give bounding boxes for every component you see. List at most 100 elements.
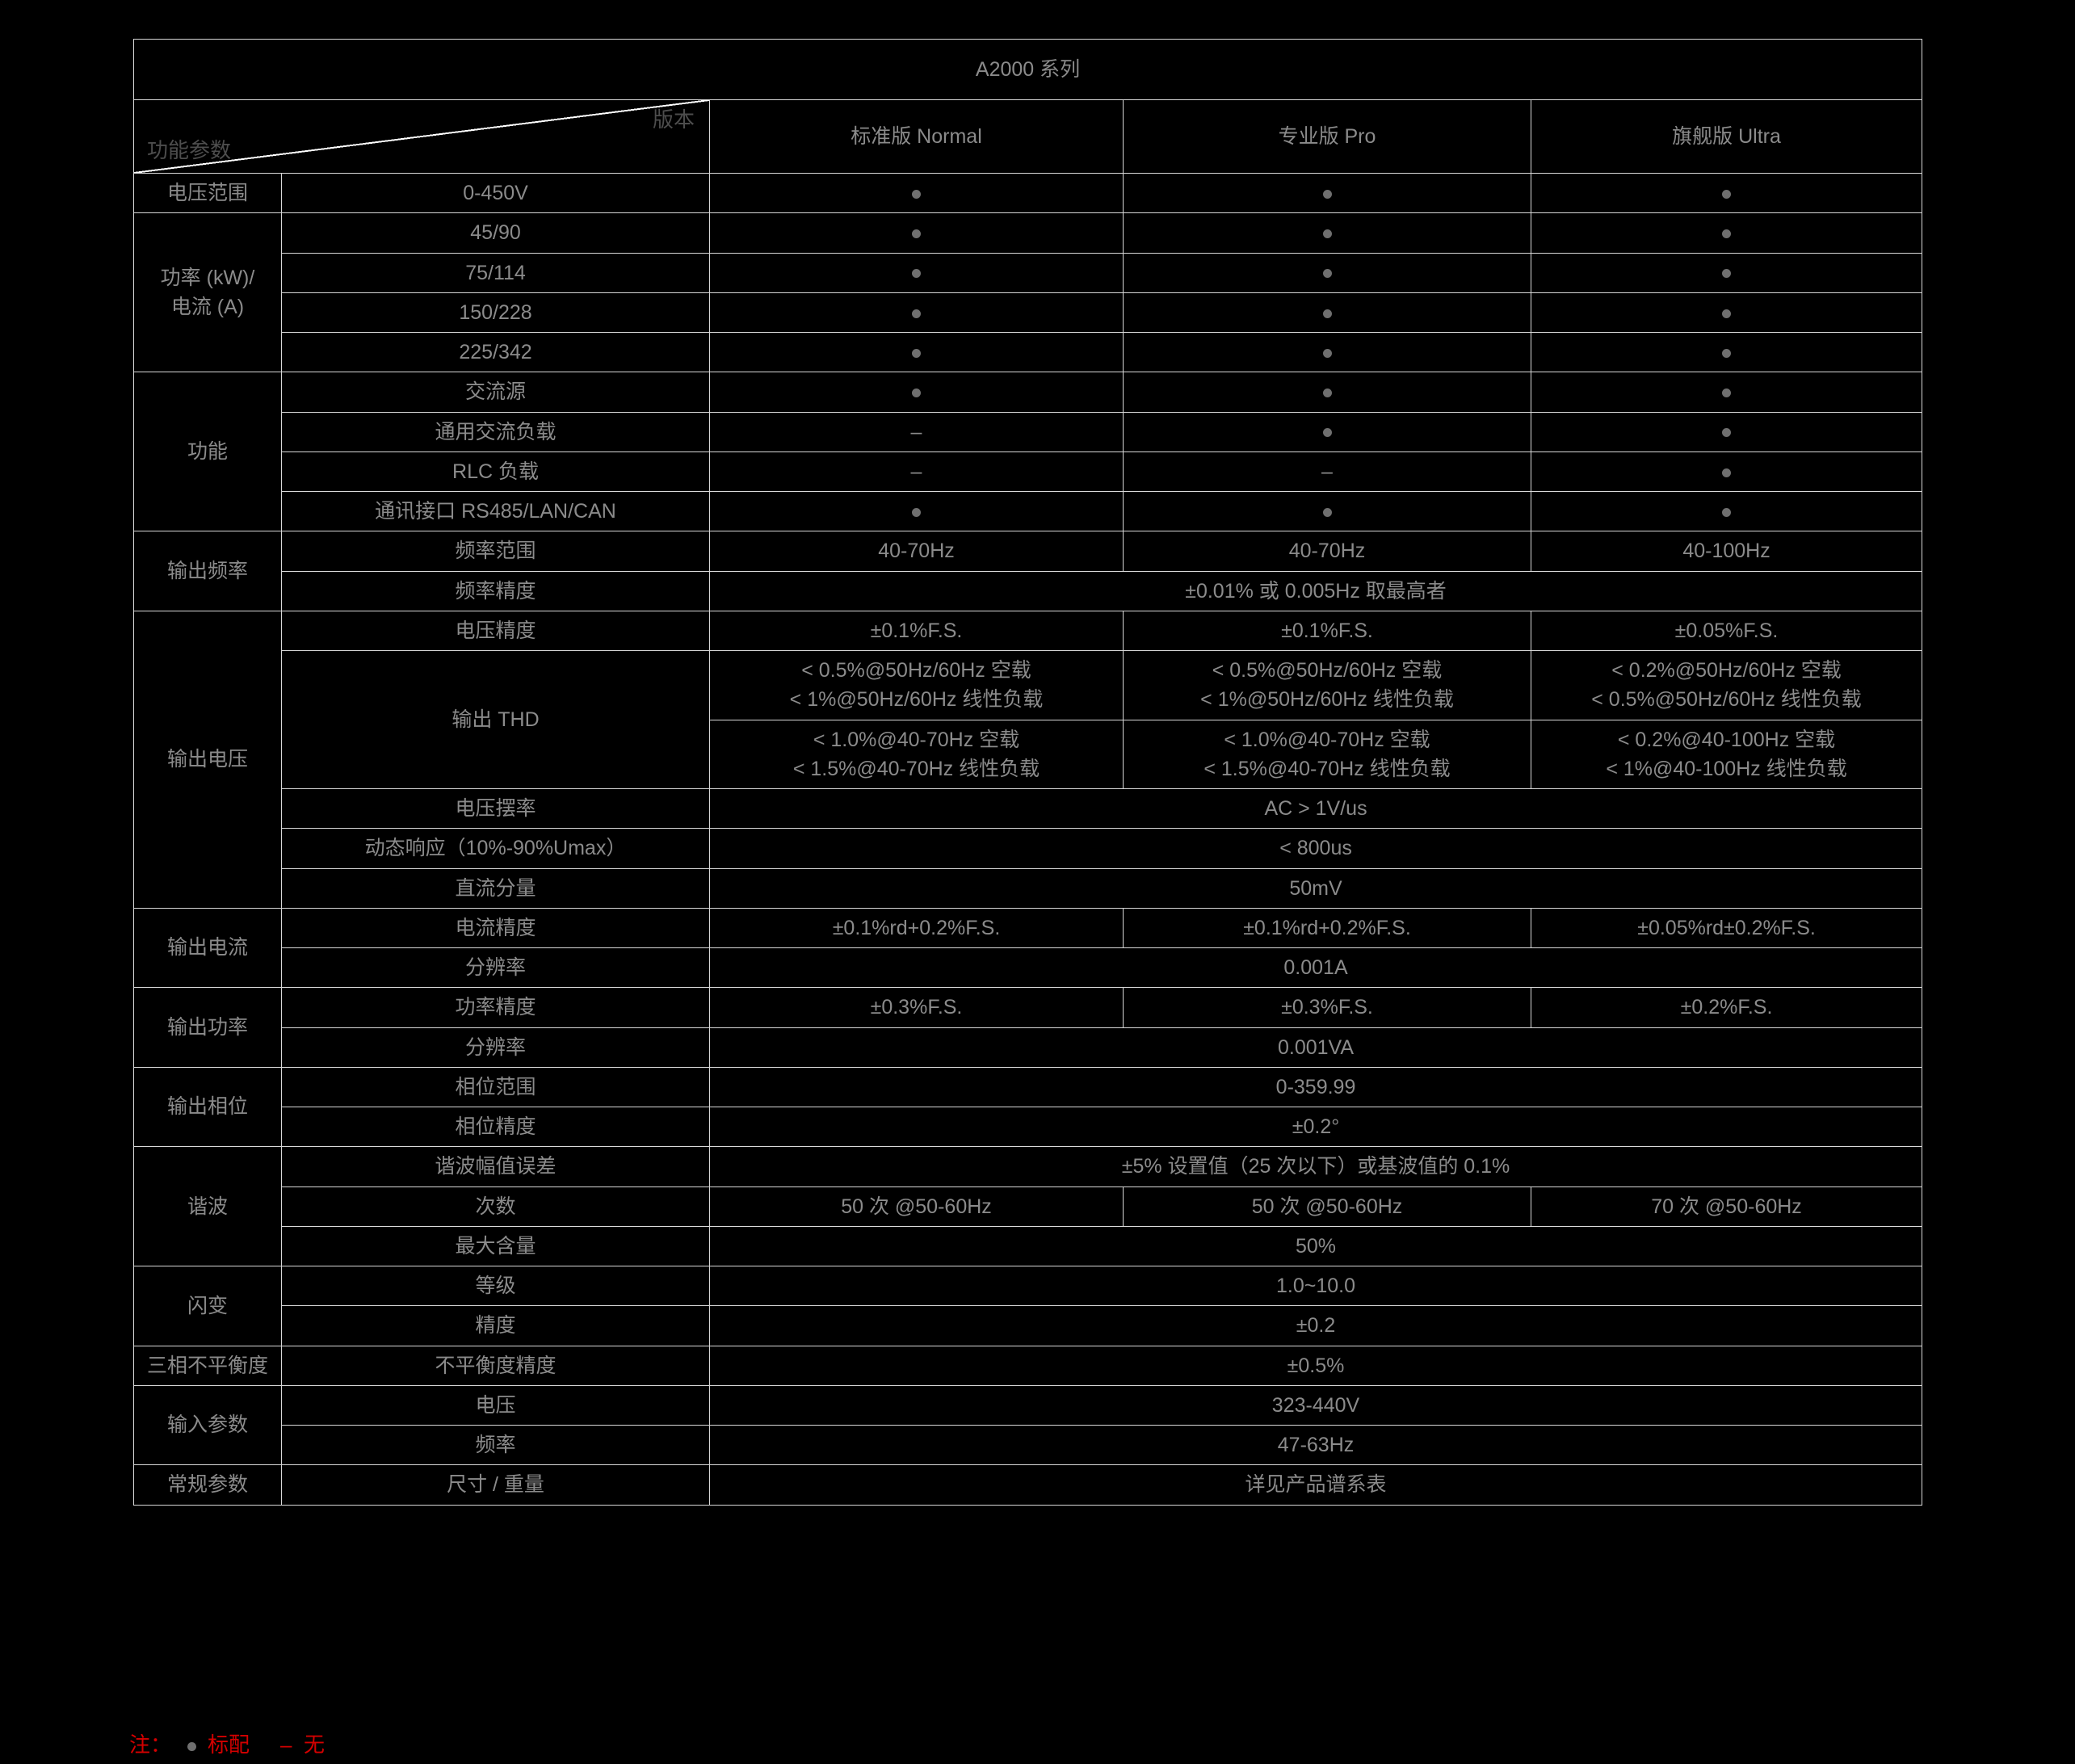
cell-pro: ±0.1%F.S. [1123, 610, 1531, 652]
cell-ultra [1530, 331, 1923, 373]
item-label: 分辨率 [281, 947, 710, 989]
table-row: 最大含量 50% [134, 1225, 1923, 1267]
thd-line-2: < 1%@50Hz/60Hz 线性负载 [789, 688, 1044, 712]
thd-line-2: < 0.5%@50Hz/60Hz 线性负载 [1591, 688, 1862, 712]
table-row: 功率 (kW)/ 电流 (A) 45/90 [133, 212, 1923, 373]
item-label-output-thd: 输出 THD [281, 650, 710, 789]
table-row: 通用交流负载 – [134, 411, 1923, 452]
item-label: 次数 [281, 1186, 710, 1227]
cell-pro [1123, 490, 1531, 532]
item-label: 相位精度 [281, 1106, 710, 1148]
cell-pro [1123, 411, 1531, 452]
table-row: < 1.0%@40-70Hz 空载 < 1.5%@40-70Hz 线性负载 < … [134, 719, 1923, 789]
item-label: 通讯接口 RS485/LAN/CAN [281, 490, 710, 532]
group-label-output-voltage: 输出电压 [133, 610, 282, 909]
item-label: 频率精度 [281, 570, 710, 611]
table-row: 分辨率 0.001VA [134, 1027, 1923, 1068]
group-label-line1: 功率 (kW)/ [160, 267, 255, 289]
thd-line-1: < 0.2%@50Hz/60Hz 空载 [1611, 659, 1842, 682]
cell-normal: ±0.3%F.S. [709, 987, 1124, 1028]
cell-pro: 50 次 @50-60Hz [1123, 1186, 1531, 1227]
item-label: 75/114 [281, 252, 710, 293]
group-label-function: 功能 [133, 372, 282, 532]
standard-dot-icon [187, 1741, 197, 1751]
item-label: 150/228 [281, 292, 710, 334]
table-row: 常规参数 尺寸 / 重量 详见产品谱系表 [133, 1464, 1923, 1506]
table-row: 电压范围 0-450V [133, 172, 1923, 214]
cell-ultra [1530, 212, 1923, 254]
cell-all-versions: 0.001A [708, 947, 1923, 989]
table-row: 通讯接口 RS485/LAN/CAN [134, 490, 1923, 532]
legend-footnote: 注： 标配 – 无 [129, 1728, 325, 1758]
table-row: 功能 交流源 [133, 372, 1923, 532]
cell-normal [709, 292, 1124, 334]
cell-pro: 40-70Hz [1123, 531, 1531, 572]
thd-line-1: < 0.2%@40-100Hz 空载 [1617, 728, 1836, 751]
cell-normal: ±0.1%rd+0.2%F.S. [709, 907, 1124, 949]
standard-dot-icon [912, 507, 921, 517]
group-label-voltage-range: 电压范围 [133, 172, 282, 214]
table-row: 三相不平衡度 不平衡度精度 ±0.5% [133, 1345, 1923, 1386]
cell-normal: 50 次 @50-60Hz [709, 1186, 1124, 1227]
cell-ultra [1530, 372, 1923, 413]
table-row: 输出相位 相位范围 0-359.99 [133, 1066, 1923, 1148]
cell-ultra: ±0.05%rd±0.2%F.S. [1530, 907, 1923, 949]
group-label-general-parameters: 常规参数 [133, 1464, 282, 1506]
item-label: 电压摆率 [281, 788, 710, 830]
standard-dot-icon [1722, 348, 1732, 358]
column-header-ultra: 旗舰版 Ultra [1530, 99, 1923, 174]
item-label: 分辨率 [281, 1027, 710, 1068]
cell-all-versions: 1.0~10.0 [708, 1265, 1923, 1307]
standard-dot-icon [1322, 388, 1332, 398]
cell-pro [1123, 372, 1531, 413]
item-label: 等级 [281, 1265, 710, 1307]
group-label-flicker: 闪变 [133, 1266, 282, 1346]
table-row: 次数 50 次 @50-60Hz 50 次 @50-60Hz 70 次 @50-… [134, 1186, 1923, 1227]
cell-all-versions: 323-440V [708, 1384, 1923, 1426]
group-label-line2: 电流 (A) [170, 296, 245, 319]
cell-normal: < 0.5%@50Hz/60Hz 空载 < 1%@50Hz/60Hz 线性负载 [709, 650, 1124, 720]
standard-dot-icon [1722, 189, 1732, 199]
item-label: 频率 [281, 1424, 710, 1466]
cell-all-versions: 47-63Hz [708, 1424, 1923, 1466]
table-row: 频率 47-63Hz [134, 1424, 1923, 1466]
item-label: 频率范围 [281, 531, 710, 572]
cell-normal: ±0.1%F.S. [709, 610, 1124, 652]
column-header-pro: 专业版 Pro [1123, 99, 1531, 174]
cell-ultra [1530, 451, 1923, 493]
group-label-power-current: 功率 (kW)/ 电流 (A) [133, 212, 282, 373]
table-title-row: A2000 系列 [132, 39, 1923, 100]
standard-dot-icon [1322, 348, 1332, 358]
cell-pro: < 0.5%@50Hz/60Hz 空载 < 1%@50Hz/60Hz 线性负载 [1123, 650, 1531, 720]
cell-all-versions: ±5% 设置值（25 次以下）或基波值的 0.1% [708, 1146, 1923, 1187]
standard-dot-icon [1722, 269, 1732, 279]
table-row: 相位精度 ±0.2° [134, 1106, 1923, 1148]
table-row: 输出电压 电压精度 ±0.1%F.S. ±0.1%F.S. ±0.05%F.S. [133, 610, 1923, 909]
item-label: RLC 负载 [281, 451, 710, 493]
item-label: 精度 [281, 1305, 710, 1346]
table-row: 直流分量 50mV [134, 867, 1923, 909]
item-label: 功率精度 [281, 987, 710, 1028]
thd-line-2: < 1%@50Hz/60Hz 线性负载 [1200, 688, 1454, 712]
cell-pro [1123, 172, 1531, 214]
thd-line-1: < 1.0%@40-70Hz 空载 [813, 728, 1020, 751]
standard-dot-icon [1322, 189, 1332, 199]
cell-ultra: ±0.05%F.S. [1530, 610, 1923, 652]
thd-line-1: < 1.0%@40-70Hz 空载 [1224, 728, 1430, 751]
cell-pro [1123, 212, 1531, 254]
table-row: RLC 负载 – – [134, 451, 1923, 493]
table-row: 150/228 [134, 292, 1923, 334]
item-label: 225/342 [281, 331, 710, 373]
cell-ultra: 70 次 @50-60Hz [1530, 1186, 1923, 1227]
standard-dot-icon [1322, 269, 1332, 279]
table-row: 闪变 等级 1.0~10.0 [133, 1265, 1923, 1346]
page-title: A2000 系列 [132, 39, 1923, 100]
table-header-row: 功能参数 版本 标准版 Normal 专业版 Pro 旗舰版 Ultra [133, 99, 1923, 174]
standard-dot-icon [912, 348, 921, 358]
item-label: 通用交流负载 [281, 411, 710, 452]
cell-all-versions: 0-359.99 [708, 1066, 1923, 1108]
item-label: 电压 [281, 1384, 710, 1426]
cell-normal [709, 372, 1124, 413]
standard-dot-icon [912, 269, 921, 279]
